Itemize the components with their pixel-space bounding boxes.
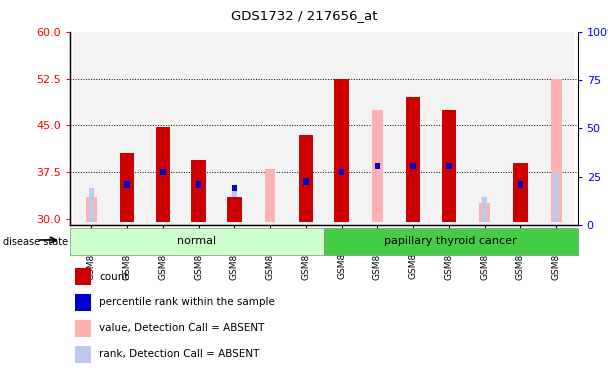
Bar (442, 110, 456, 222)
Text: GDS1732 / 217656_at: GDS1732 / 217656_at (231, 9, 377, 22)
Bar (252, 32, 288, 225)
Text: disease state: disease state (3, 237, 68, 247)
Bar (375, 163, 380, 169)
Bar (395, 32, 431, 225)
Bar (410, 163, 416, 169)
Bar (192, 160, 206, 222)
Bar (232, 184, 237, 222)
Bar (75, 320, 91, 337)
Bar (446, 163, 452, 169)
Bar (513, 163, 528, 222)
Bar (359, 32, 395, 225)
Bar (120, 153, 134, 222)
Bar (503, 32, 538, 225)
Bar (482, 197, 488, 222)
Bar (553, 172, 559, 222)
Bar (74, 32, 109, 225)
Text: rank, Detection Call = ABSENT: rank, Detection Call = ABSENT (99, 349, 260, 359)
Bar (431, 32, 467, 225)
Bar (156, 127, 170, 222)
Bar (160, 169, 165, 175)
Bar (479, 203, 490, 222)
Bar (196, 182, 201, 188)
Bar (109, 32, 145, 225)
Text: papillary thyroid cancer: papillary thyroid cancer (384, 237, 517, 246)
Text: count: count (99, 272, 129, 282)
Text: normal: normal (178, 237, 216, 246)
Bar (372, 110, 383, 222)
Bar (86, 197, 97, 222)
Text: percentile rank within the sample: percentile rank within the sample (99, 297, 275, 307)
Bar (75, 268, 91, 285)
Bar (288, 32, 324, 225)
Bar (323, 228, 578, 255)
Bar (299, 135, 313, 222)
Bar (334, 79, 349, 222)
Bar (339, 169, 344, 175)
Bar (538, 32, 574, 225)
Bar (323, 32, 359, 225)
Bar (70, 228, 323, 255)
Bar (264, 169, 275, 222)
Bar (227, 197, 241, 222)
Bar (125, 182, 130, 188)
Bar (232, 184, 237, 191)
Bar (467, 32, 503, 225)
Bar (518, 182, 523, 188)
Bar (551, 79, 562, 222)
Bar (216, 32, 252, 225)
Bar (75, 294, 91, 311)
Bar (181, 32, 216, 225)
Bar (303, 178, 309, 184)
Text: value, Detection Call = ABSENT: value, Detection Call = ABSENT (99, 323, 264, 333)
Bar (406, 97, 420, 222)
Bar (75, 346, 91, 363)
Bar (89, 188, 94, 222)
Bar (145, 32, 181, 225)
